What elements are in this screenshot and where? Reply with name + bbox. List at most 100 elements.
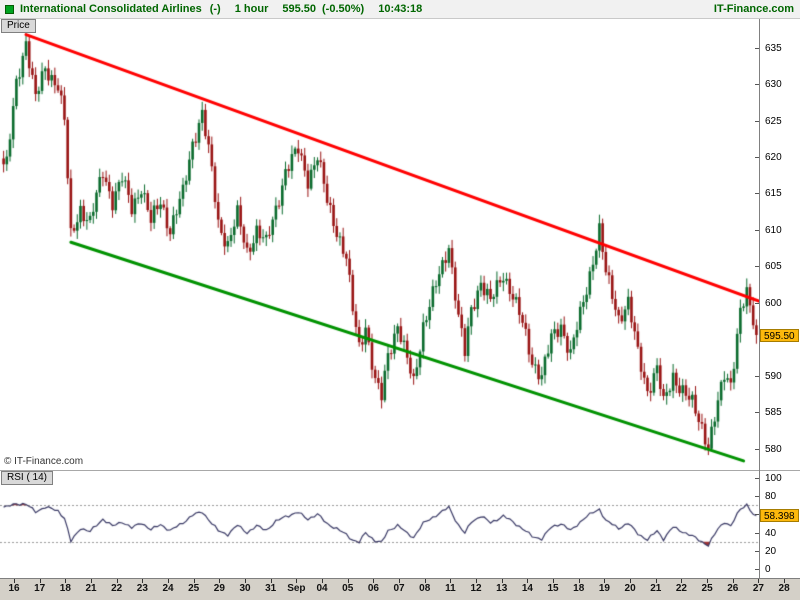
time-axis-label: 13 bbox=[496, 583, 508, 594]
price-axis-tick-mark bbox=[755, 47, 759, 49]
price-axis-tick-mark bbox=[755, 120, 759, 122]
session-flag: (-) bbox=[209, 3, 221, 15]
price-axis-tick-label: 605 bbox=[765, 261, 782, 273]
titlebar-divider bbox=[0, 18, 800, 19]
time-axis-tick bbox=[219, 579, 221, 583]
time-axis-label: 30 bbox=[239, 583, 251, 594]
time-axis-label: 21 bbox=[85, 583, 97, 594]
rsi-axis-tick-label: 100 bbox=[765, 473, 782, 484]
price-axis-tick-label: 585 bbox=[765, 407, 782, 419]
time-axis-tick bbox=[681, 579, 683, 583]
time-axis-tick bbox=[193, 579, 195, 583]
time-axis-label: 28 bbox=[778, 583, 790, 594]
time-axis-tick bbox=[65, 579, 67, 583]
time-axis-label: 22 bbox=[111, 583, 123, 594]
time-axis-label: 18 bbox=[59, 583, 71, 594]
price-axis-tick-mark bbox=[755, 302, 759, 304]
time-axis-tick bbox=[424, 579, 426, 583]
time-axis-tick bbox=[142, 579, 144, 583]
rsi-axis-tick-mark bbox=[755, 532, 759, 534]
time-axis-tick bbox=[450, 579, 452, 583]
time-axis-tick bbox=[270, 579, 272, 583]
price-axis-tick-label: 625 bbox=[765, 115, 782, 127]
price-axis-tick-label: 610 bbox=[765, 224, 782, 236]
price-axis-tick-mark bbox=[755, 266, 759, 268]
time-axis-label: 14 bbox=[521, 583, 533, 594]
time-axis-label: 20 bbox=[624, 583, 636, 594]
last-price-text: 595.50 bbox=[282, 3, 317, 15]
price-axis-tick-mark bbox=[755, 157, 759, 158]
time-axis-tick bbox=[322, 579, 324, 583]
instrument-icon bbox=[5, 4, 14, 14]
timeframe-label: 1 hour bbox=[234, 3, 269, 15]
time-axis-label: 08 bbox=[419, 583, 431, 594]
price-axis-tick-label: 635 bbox=[765, 42, 782, 54]
price-axis-tick-label: 600 bbox=[765, 297, 782, 309]
quote-time: 10:43:18 bbox=[378, 3, 423, 15]
time-axis-tick bbox=[732, 579, 734, 583]
price-axis-tick-mark bbox=[755, 448, 759, 450]
rsi-axis-tick-mark bbox=[755, 550, 759, 552]
instrument-name: International Consolidated Airlines bbox=[20, 3, 202, 15]
rsi-panel-tab: RSI ( 14) bbox=[1, 471, 54, 485]
rsi-axis-tick-label: 40 bbox=[765, 527, 777, 539]
time-axis-label: 11 bbox=[445, 583, 456, 594]
price-axis-tick-label: 615 bbox=[765, 188, 782, 200]
time-axis-label: 21 bbox=[650, 583, 662, 594]
rsi-axis-tick-label: 0 bbox=[765, 564, 771, 575]
time-axis-label: 18 bbox=[573, 583, 585, 594]
time-axis-tick bbox=[578, 579, 580, 583]
rsi-axis-tick-mark bbox=[755, 478, 759, 479]
time-axis-label: 29 bbox=[213, 583, 225, 594]
change-percent: (-0.50%) bbox=[322, 3, 365, 15]
time-axis-label: 22 bbox=[675, 583, 687, 594]
time-axis-tick bbox=[604, 579, 606, 583]
price-axis-tick-label: 630 bbox=[765, 79, 782, 91]
time-axis-label: 25 bbox=[188, 583, 200, 594]
time-axis-label: 06 bbox=[367, 583, 379, 594]
time-axis-tick bbox=[476, 579, 478, 583]
time-axis-tick bbox=[296, 579, 298, 583]
time-axis-tick bbox=[116, 579, 118, 583]
time-axis-label: 27 bbox=[752, 583, 764, 594]
time-axis bbox=[0, 578, 800, 600]
time-axis-label: 12 bbox=[470, 583, 482, 594]
watermark: © IT-Finance.com bbox=[4, 456, 84, 467]
time-axis-label: 23 bbox=[136, 583, 148, 594]
time-axis-tick bbox=[758, 579, 760, 583]
rsi-axis-tick-label: 80 bbox=[765, 491, 777, 503]
rsi-chart-canvas[interactable] bbox=[0, 472, 759, 578]
price-panel-tab: Price bbox=[1, 19, 36, 33]
time-axis-label: 17 bbox=[34, 583, 46, 594]
rsi-axis-tick-label: 20 bbox=[765, 545, 777, 557]
rsi-axis-tick-mark bbox=[755, 514, 759, 516]
time-axis-tick bbox=[373, 579, 375, 583]
time-axis-label: 16 bbox=[8, 583, 20, 594]
time-axis-tick bbox=[39, 579, 41, 583]
rsi-value-tag: 58.398 bbox=[760, 508, 799, 522]
time-axis-tick bbox=[527, 579, 529, 583]
time-axis-label: 05 bbox=[342, 583, 354, 594]
price-axis-tick-label: 590 bbox=[765, 370, 782, 382]
price-axis-tick-mark bbox=[755, 193, 759, 195]
time-axis-tick bbox=[14, 579, 15, 583]
time-axis-tick bbox=[347, 579, 349, 583]
time-axis-label: 31 bbox=[265, 583, 277, 594]
panel-divider bbox=[0, 470, 800, 471]
time-axis-tick bbox=[245, 579, 247, 583]
price-axis-tick-label: 620 bbox=[765, 152, 782, 163]
time-axis-tick bbox=[655, 579, 657, 583]
brand-link[interactable]: IT-Finance.com bbox=[713, 3, 794, 15]
time-axis-label: 24 bbox=[162, 583, 174, 594]
time-axis-tick bbox=[630, 579, 632, 583]
time-axis-label: 04 bbox=[316, 583, 328, 594]
price-axis-tick-mark bbox=[755, 84, 759, 86]
price-axis-tick-mark bbox=[755, 375, 759, 377]
time-axis-tick bbox=[501, 579, 503, 583]
price-chart-canvas[interactable] bbox=[0, 20, 759, 466]
time-axis-label: 15 bbox=[547, 583, 559, 594]
price-axis-border bbox=[759, 19, 760, 578]
last-price-tag: 595.50 bbox=[760, 328, 799, 342]
time-axis-label: 26 bbox=[727, 583, 739, 594]
